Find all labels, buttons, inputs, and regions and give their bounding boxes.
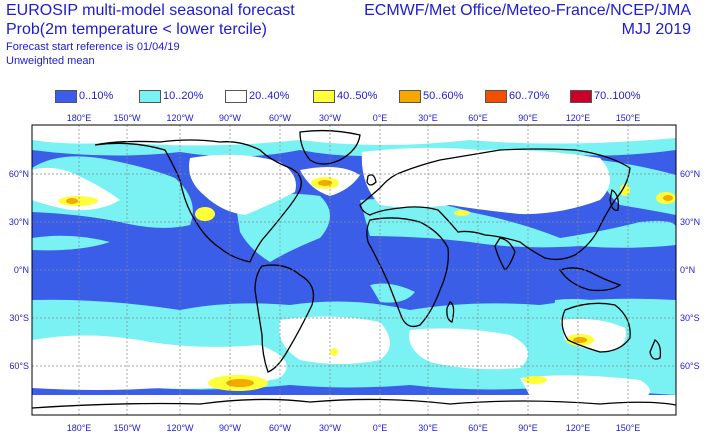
lon-label: 120°E — [566, 113, 591, 123]
legend-item: 70..100% — [570, 88, 640, 104]
right-lat-labels: 60°N 30°N 0°N 30°S 60°S — [680, 169, 700, 371]
legend-item: 40..50% — [313, 88, 377, 104]
lat-label: 0°N — [680, 265, 695, 275]
legend-item: 60..70% — [485, 88, 549, 104]
lat-label: 60°S — [680, 361, 700, 371]
legend-swatch — [399, 89, 421, 103]
lat-label: 60°N — [9, 169, 29, 179]
probability-map: 180°E 150°W 120°W 90°W 60°W 30°W 0°E 30°… — [9, 113, 700, 433]
legend-swatch — [570, 89, 592, 103]
lon-label: 90°E — [518, 423, 538, 433]
legend-item: 10..20% — [139, 88, 203, 104]
legend: 0..10% 10..20% 20..40% 40..50% 50..60% 6… — [0, 88, 707, 104]
legend-item: 50..60% — [399, 88, 463, 104]
lon-label: 60°E — [468, 423, 488, 433]
legend-label: 0..10% — [79, 90, 114, 102]
lat-label: 60°S — [9, 361, 29, 371]
graticule — [32, 125, 676, 415]
lon-label: 180°E — [67, 113, 92, 123]
lon-label: 60°W — [269, 423, 292, 433]
legend-label: 70..100% — [594, 90, 641, 102]
legend-item: 20..40% — [225, 88, 289, 104]
legend-label: 60..70% — [509, 90, 550, 102]
lon-label: 30°E — [418, 113, 438, 123]
lat-label: 30°N — [680, 217, 700, 227]
lon-label: 180°E — [67, 423, 92, 433]
title-line-2: Prob(2m temperature < lower tercile) — [6, 21, 267, 38]
lon-label: 150°W — [113, 423, 141, 433]
season-title: MJJ 2019 — [621, 21, 691, 38]
lat-label: 0°N — [14, 265, 29, 275]
legend-swatch — [139, 89, 161, 103]
lon-label: 30°E — [418, 423, 438, 433]
lon-label: 60°E — [468, 113, 488, 123]
lat-label: 30°S — [9, 313, 29, 323]
lon-label: 120°E — [566, 423, 591, 433]
legend-label: 20..40% — [249, 90, 290, 102]
legend-swatch — [225, 89, 247, 103]
lat-label: 30°S — [680, 313, 700, 323]
lat-label: 30°N — [9, 217, 29, 227]
legend-label: 50..60% — [423, 90, 464, 102]
lat-label: 60°N — [680, 169, 700, 179]
lon-label: 90°E — [518, 113, 538, 123]
legend-label: 10..20% — [163, 90, 204, 102]
top-lon-labels: 180°E 150°W 120°W 90°W 60°W 30°W 0°E 30°… — [67, 113, 641, 123]
legend-swatch — [313, 89, 335, 103]
title-line-1: EUROSIP multi-model seasonal forecast — [6, 2, 295, 19]
lon-label: 60°W — [269, 113, 292, 123]
left-lat-labels: 60°N 30°N 0°N 30°S 60°S — [9, 169, 29, 371]
lon-label: 90°W — [219, 423, 242, 433]
centres-title: ECMWF/Met Office/Meteo-France/NCEP/JMA — [364, 2, 691, 19]
lon-label: 150°E — [616, 423, 641, 433]
lon-label: 120°W — [166, 423, 194, 433]
forecast-reference: Forecast start reference is 01/04/19 — [6, 41, 180, 53]
lon-label: 0°E — [373, 423, 388, 433]
lon-label: 150°W — [113, 113, 141, 123]
lon-label: 0°E — [373, 113, 388, 123]
lon-label: 150°E — [616, 113, 641, 123]
lon-label: 30°W — [319, 113, 342, 123]
legend-label: 40..50% — [337, 90, 378, 102]
legend-swatch — [485, 89, 507, 103]
map-frame — [31, 124, 677, 416]
lon-label: 120°W — [166, 113, 194, 123]
legend-item: 0..10% — [55, 88, 113, 104]
coastlines — [32, 129, 676, 409]
weighting-note: Unweighted mean — [6, 55, 95, 67]
bottom-lon-labels: 180°E 150°W 120°W 90°W 60°W 30°W 0°E 30°… — [67, 423, 641, 433]
lon-label: 30°W — [319, 423, 342, 433]
lon-label: 90°W — [219, 113, 242, 123]
legend-swatch — [55, 89, 77, 103]
